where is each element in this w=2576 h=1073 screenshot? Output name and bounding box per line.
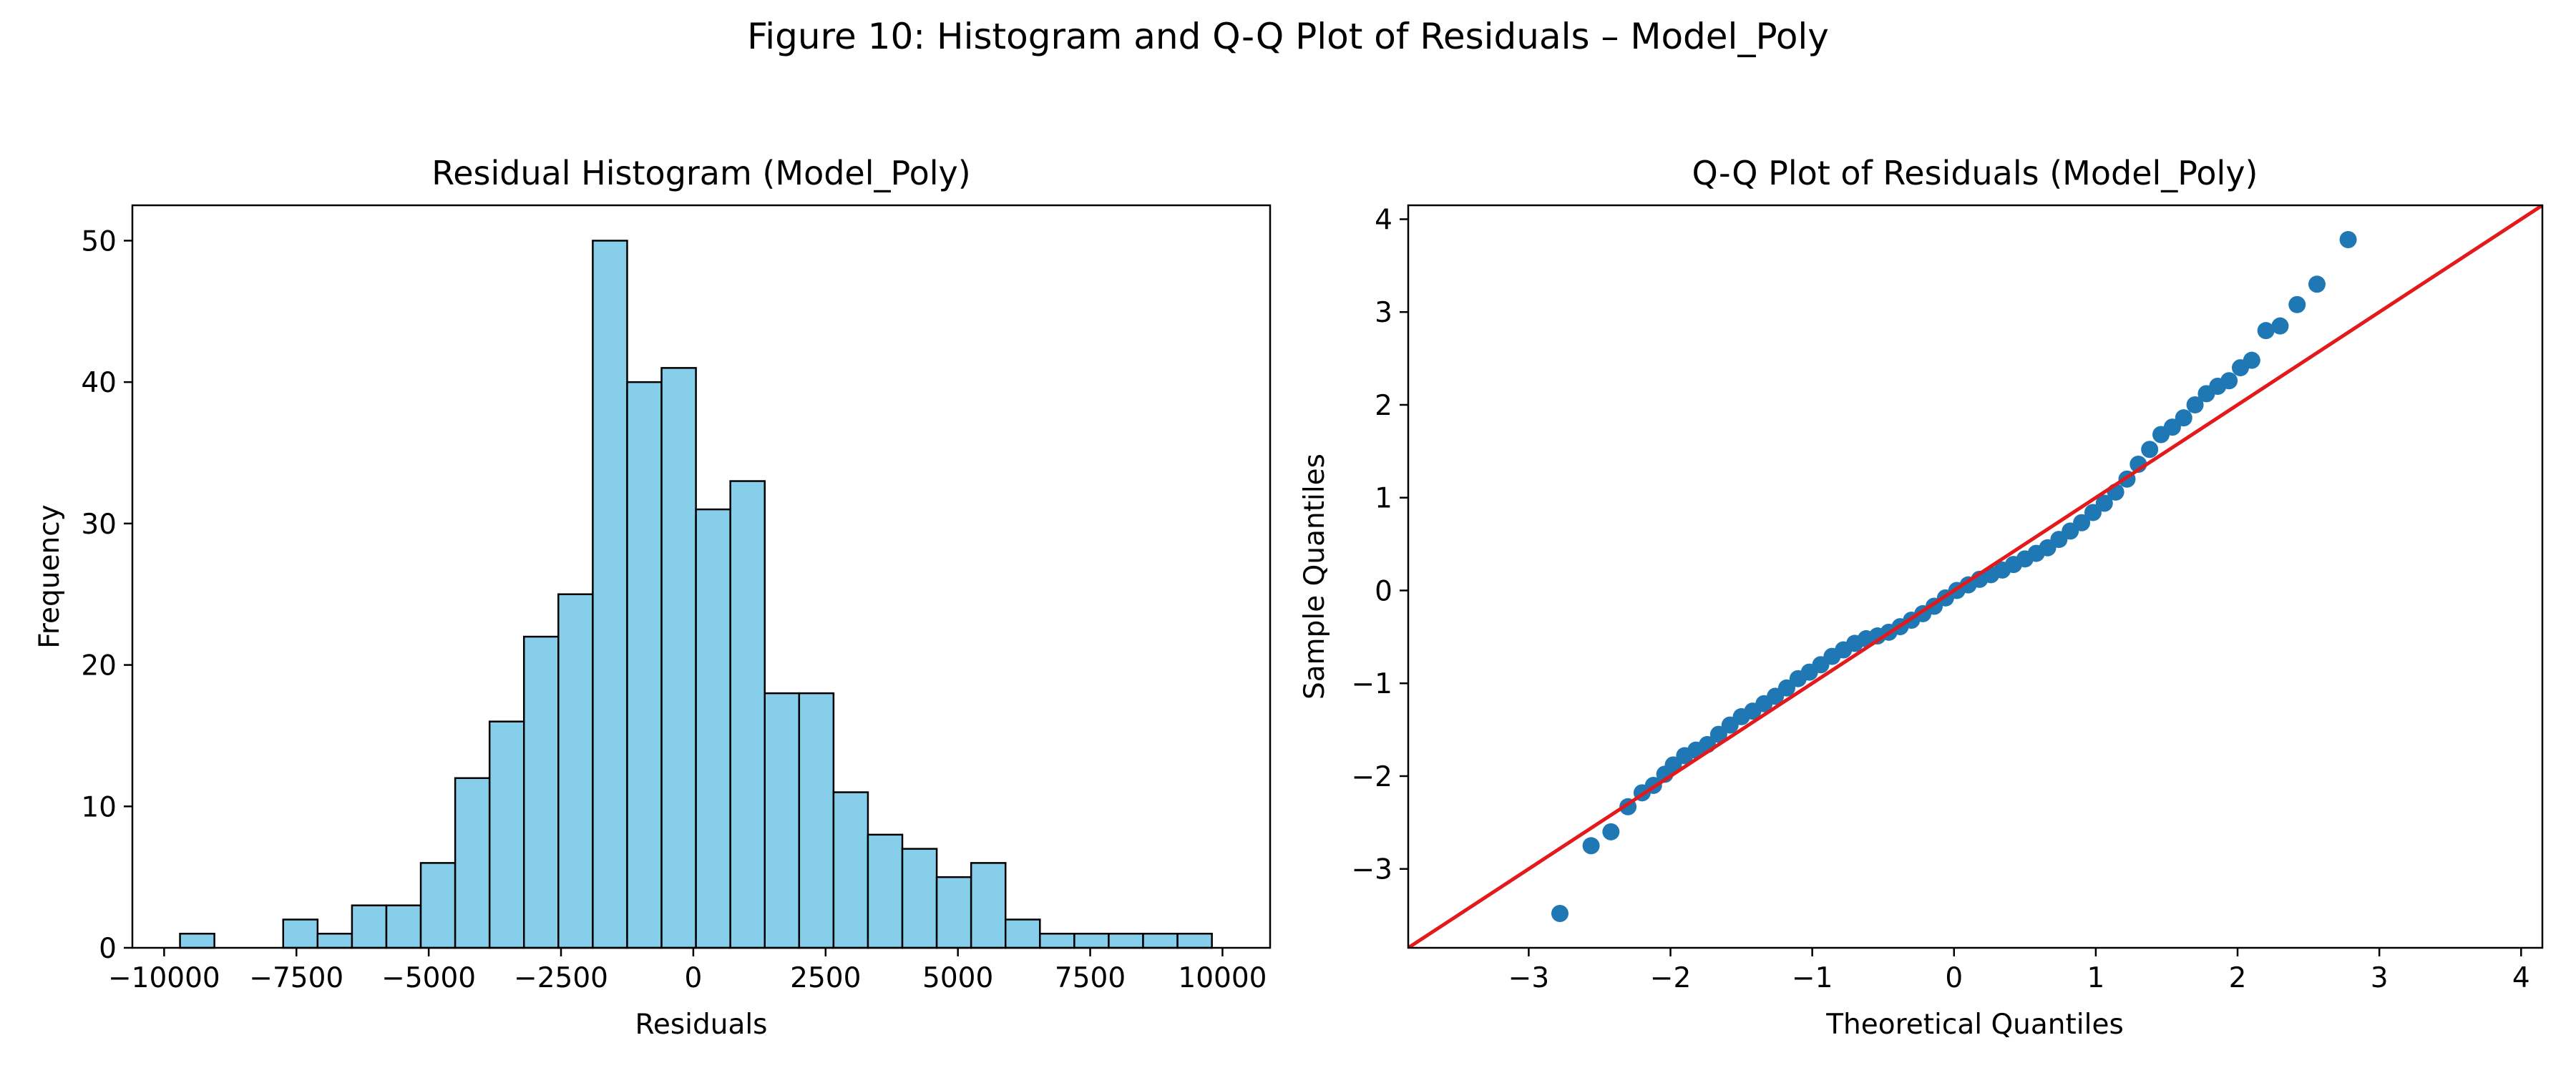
histogram-bar — [385, 904, 422, 949]
qq-point — [2257, 322, 2275, 340]
qq-x-tick-label: −1 — [1792, 962, 1833, 994]
histogram-bar — [1039, 932, 1075, 949]
qq-point — [2220, 372, 2238, 390]
histogram-title: Residual Histogram (Model_Poly) — [431, 154, 970, 192]
qq-x-tick-label: −3 — [1508, 962, 1550, 994]
histogram-bar — [1073, 932, 1110, 949]
qq-x-label: Theoretical Quantiles — [1825, 1009, 2124, 1041]
qq-point — [2095, 494, 2113, 512]
qq-panel: Q-Q Plot of Residuals (Model_Poly) −3 −2−… — [1299, 154, 2544, 1041]
qq-y-tick-label: −2 — [1352, 761, 1393, 793]
qq-points — [1551, 231, 2357, 922]
qq-y-tick-label: 4 — [1375, 204, 1392, 236]
histogram-plot-frame — [131, 204, 1272, 949]
histogram-y-tick-label: 20 — [81, 650, 117, 682]
histogram-y-tick-label: 40 — [81, 367, 117, 399]
qq-point — [1602, 823, 1620, 841]
qq-point — [1582, 837, 1600, 855]
qq-point — [2163, 418, 2181, 436]
figure-title: Figure 10: Histogram and Q-Q Plot of Res… — [747, 16, 1829, 57]
histogram-bar — [660, 367, 697, 949]
qq-point — [1551, 904, 1568, 922]
qq-x-tick-label: 3 — [2371, 962, 2389, 994]
qq-y-tick-label: 3 — [1375, 297, 1392, 329]
qq-x-tick-label: 0 — [1945, 962, 1963, 994]
qq-point — [2271, 317, 2289, 335]
histogram-x-tick-label: 0 — [684, 962, 702, 994]
histogram-bar — [454, 777, 491, 949]
qq-point — [2186, 396, 2204, 413]
histogram-x-tick-label: 10000 — [1178, 962, 1267, 994]
qq-point — [1777, 679, 1795, 697]
histogram-bar — [179, 932, 215, 949]
histogram-bar — [695, 508, 731, 949]
histogram-x-tick-label: −5000 — [381, 962, 476, 994]
qq-x-tick-label: −2 — [1650, 962, 1692, 994]
qq-point — [2073, 514, 2091, 531]
histogram-bar — [935, 876, 972, 949]
histogram-bar — [523, 635, 560, 949]
histogram-bar — [1142, 932, 1179, 949]
qq-y-label: Sample Quantiles — [1299, 454, 1331, 700]
histogram-bar — [832, 791, 869, 949]
qq-y-tick-label: −1 — [1352, 668, 1393, 700]
qq-point — [2339, 231, 2357, 249]
histogram-bar — [1176, 932, 1213, 949]
histogram-bar — [798, 692, 835, 949]
qq-point — [1709, 725, 1727, 743]
histogram-bar — [351, 904, 388, 949]
qq-point — [2141, 441, 2159, 459]
qq-point — [2243, 351, 2260, 369]
histogram-bar — [901, 848, 938, 949]
histogram-panel: Residual Histogram (Model_Poly) −10000 −7… — [34, 154, 1272, 1041]
histogram-bar — [1004, 918, 1041, 949]
qq-y-tick-label: 1 — [1375, 483, 1392, 515]
histogram-x-tick-label: 5000 — [922, 962, 993, 994]
qq-point — [2175, 409, 2192, 427]
qq-plot-frame — [1407, 204, 2544, 949]
histogram-bar — [970, 862, 1007, 949]
histogram-x-tick-label: −2500 — [514, 962, 608, 994]
qq-title: Q-Q Plot of Residuals (Model_Poly) — [1692, 154, 2258, 192]
histogram-y-label: Frequency — [34, 504, 66, 648]
qq-x-ticks: −3 −2 −1 0 1 2 3 4 — [1508, 948, 2530, 994]
qq-x-tick-label: 2 — [2229, 962, 2247, 994]
histogram-bar — [557, 593, 594, 949]
qq-y-tick-label: 2 — [1375, 390, 1392, 422]
histogram-x-tick-label: 7500 — [1055, 962, 1126, 994]
qq-y-tick-label: 0 — [1375, 575, 1392, 607]
histogram-x-ticks: −10000 −7500 −5000 −2500 0 2500 5000 7500 10000 — [108, 948, 1267, 994]
qq-x-tick-label: 4 — [2512, 962, 2530, 994]
qq-y-ticks: −3 −2 −1 0 1 2 3 4 — [1352, 204, 1408, 886]
qq-x-tick-label: 1 — [2087, 962, 2104, 994]
histogram-bar — [316, 932, 353, 949]
histogram-y-tick-label: 30 — [81, 509, 117, 541]
histogram-bar — [488, 720, 525, 949]
histogram-bar — [867, 833, 904, 949]
qq-point — [1664, 756, 1682, 774]
qq-point — [2288, 295, 2306, 313]
qq-point — [2308, 275, 2326, 293]
histogram-y-tick-label: 50 — [81, 225, 117, 258]
histogram-bar — [592, 240, 628, 949]
histogram-bar — [282, 918, 319, 949]
histogram-y-ticks: 0 10 20 30 40 50 — [81, 225, 132, 965]
histogram-x-tick-label: 2500 — [790, 962, 861, 994]
histogram-y-tick-label: 0 — [99, 933, 117, 965]
histogram-bar — [729, 480, 766, 949]
histogram-bar — [626, 381, 663, 949]
histogram-y-tick-label: 10 — [81, 791, 117, 823]
histogram-x-label: Residuals — [635, 1009, 767, 1041]
qq-point — [2084, 504, 2102, 521]
histogram-x-tick-label: −7500 — [249, 962, 343, 994]
histogram-x-tick-label: −10000 — [108, 962, 220, 994]
histogram-bar — [763, 692, 801, 949]
histogram-bar — [1108, 932, 1144, 949]
histogram-bars — [179, 240, 1213, 949]
histogram-bar — [419, 862, 457, 949]
qq-reference-line — [1408, 205, 2542, 948]
qq-y-tick-label: −3 — [1352, 854, 1393, 886]
